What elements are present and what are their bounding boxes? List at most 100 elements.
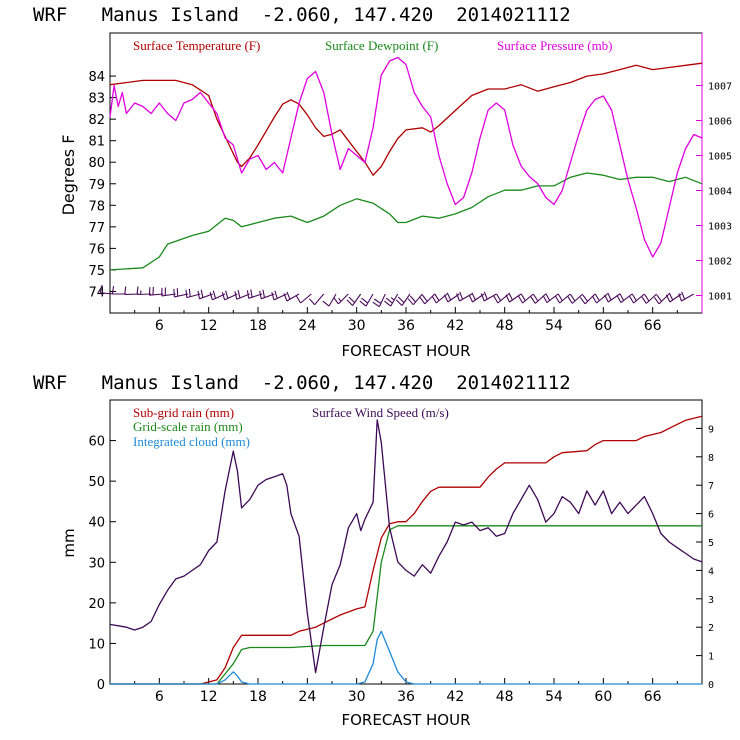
y-left-tick-label: 20: [88, 597, 105, 612]
y-left-tick-label: 81: [88, 135, 105, 150]
y-right-tick-label: 1002: [708, 257, 732, 268]
panel1-legend-temperature: Surface Temperature (F): [133, 38, 260, 53]
panel1-wind-barbs: [99, 284, 694, 308]
wind-barb: [161, 287, 176, 297]
y-left-tick-label: 0: [97, 678, 105, 693]
y-left-tick-label: 83: [88, 92, 105, 107]
x-tick-label: 18: [249, 318, 267, 334]
wind-barb: [234, 289, 250, 300]
y-left-tick-label: 40: [88, 516, 105, 531]
wind-barb: [480, 291, 497, 302]
wind-barb: [296, 293, 312, 304]
y-right-tick-label: 1001: [708, 292, 732, 303]
panel2-legend-integrated-cloud: Integrated cloud (mm): [133, 434, 250, 449]
x-tick-label: 66: [644, 689, 662, 705]
wind-barb: [530, 293, 547, 304]
y-left-tick-label: 82: [88, 113, 105, 128]
wind-barb: [346, 293, 362, 306]
y-right-tick-label: 2: [708, 623, 714, 634]
panel2-legend-gridscale-rain: Grid-scale rain (mm): [133, 419, 243, 434]
y-right-tick-label: 5: [708, 538, 714, 549]
x-tick-label: 12: [200, 318, 218, 334]
x-tick-label: 30: [348, 318, 366, 334]
y-left-tick-label: 80: [88, 156, 105, 171]
wind-barb: [641, 293, 658, 304]
wind-barb: [407, 293, 423, 306]
panel2-legend-subgrid-rain: Sub-grid rain (mm): [133, 405, 234, 420]
panel1-y-axis-label: Degrees F: [59, 135, 78, 216]
wind-barb: [542, 293, 559, 304]
x-tick-label: 30: [348, 689, 366, 705]
wind-barb: [629, 293, 645, 304]
panel1-title: WRF Manus Island -2.060, 147.420 2014021…: [33, 4, 571, 26]
y-left-tick-label: 50: [88, 475, 105, 490]
surface-pressure-line: [109, 56, 703, 258]
wind-barb: [359, 293, 374, 307]
panel2-x-axis-label: FORECAST HOUR: [341, 711, 470, 729]
wind-barb: [419, 293, 436, 305]
integrated-cloud-line: [110, 630, 702, 685]
x-tick-label: 66: [644, 318, 662, 334]
panel2-legend-wind-speed: Surface Wind Speed (m/s): [312, 405, 449, 420]
wind-barb: [322, 293, 337, 307]
surface-dewpoint-line: [109, 172, 703, 271]
y-right-tick-label: 3: [708, 595, 714, 606]
y-right-tick-label: 4: [708, 566, 714, 577]
x-tick-label: 60: [594, 318, 612, 334]
x-tick-label: 42: [446, 318, 464, 334]
surface-temperature-line: [109, 62, 703, 176]
wind-barb: [111, 286, 127, 295]
y-left-tick-label: 75: [88, 264, 105, 279]
y-left-tick-label: 84: [88, 70, 105, 85]
y-left-tick-label: 60: [88, 435, 105, 450]
panel2-y-ticks-right: 0 1 2 3 4 5 6 7 8 9: [696, 424, 714, 691]
surface-wind-speed-line: [109, 419, 703, 674]
y-left-tick-label: 77: [88, 221, 105, 236]
wind-barb: [395, 293, 411, 306]
x-tick-label: 48: [496, 689, 514, 705]
y-left-tick-label: 10: [88, 637, 105, 652]
panel2-title: WRF Manus Island -2.060, 147.420 2014021…: [33, 372, 571, 394]
x-tick-label: 24: [298, 689, 316, 705]
x-tick-label: 12: [200, 689, 218, 705]
wind-barb: [579, 293, 596, 305]
y-right-tick-label: 1003: [708, 222, 732, 233]
wind-barb: [384, 293, 399, 307]
wind-barb: [173, 288, 189, 298]
wind-barb: [678, 291, 694, 302]
wind-barb: [555, 293, 571, 304]
y-right-tick-label: 1007: [708, 82, 732, 93]
temperature-pressure-panel: WRF Manus Island -2.060, 147.420 2014021…: [33, 4, 732, 360]
x-tick-label: 6: [155, 318, 164, 334]
grid-scale-rain-line: [110, 525, 702, 685]
wind-barb: [99, 284, 115, 295]
panel1-plot-frame: [109, 32, 703, 314]
y-right-tick-label: 1004: [708, 187, 732, 198]
wind-barb: [124, 286, 139, 296]
panel1-y-ticks-right: 1001 1002 1003 1004 1005 1006 1007: [696, 82, 732, 303]
y-right-tick-label: 8: [708, 453, 714, 464]
x-tick-label: 36: [397, 318, 415, 334]
x-tick-label: 42: [446, 689, 464, 705]
panel1-x-axis-label: FORECAST HOUR: [341, 342, 470, 360]
y-right-tick-label: 0: [708, 680, 714, 691]
x-tick-label: 54: [545, 689, 563, 705]
x-tick-label: 48: [496, 318, 514, 334]
panel2-y-ticks-left: 0 10 20 30 40 50 60: [88, 435, 116, 693]
wind-barb: [246, 289, 263, 299]
panel1-legend-pressure: Surface Pressure (mb): [497, 38, 613, 53]
y-right-tick-label: 9: [708, 424, 714, 435]
sub-grid-rain-line: [110, 415, 703, 685]
y-right-tick-label: 1: [708, 652, 714, 663]
wind-barb: [505, 292, 522, 303]
x-tick-label: 6: [155, 689, 164, 705]
wind-barb: [372, 293, 386, 308]
panel1-series: [109, 56, 703, 271]
wind-barb: [185, 288, 201, 299]
wind-barb: [567, 293, 584, 304]
y-left-tick-label: 79: [88, 178, 105, 193]
x-tick-label: 36: [397, 689, 415, 705]
y-left-tick-label: 76: [88, 242, 105, 257]
x-tick-label: 18: [249, 689, 267, 705]
